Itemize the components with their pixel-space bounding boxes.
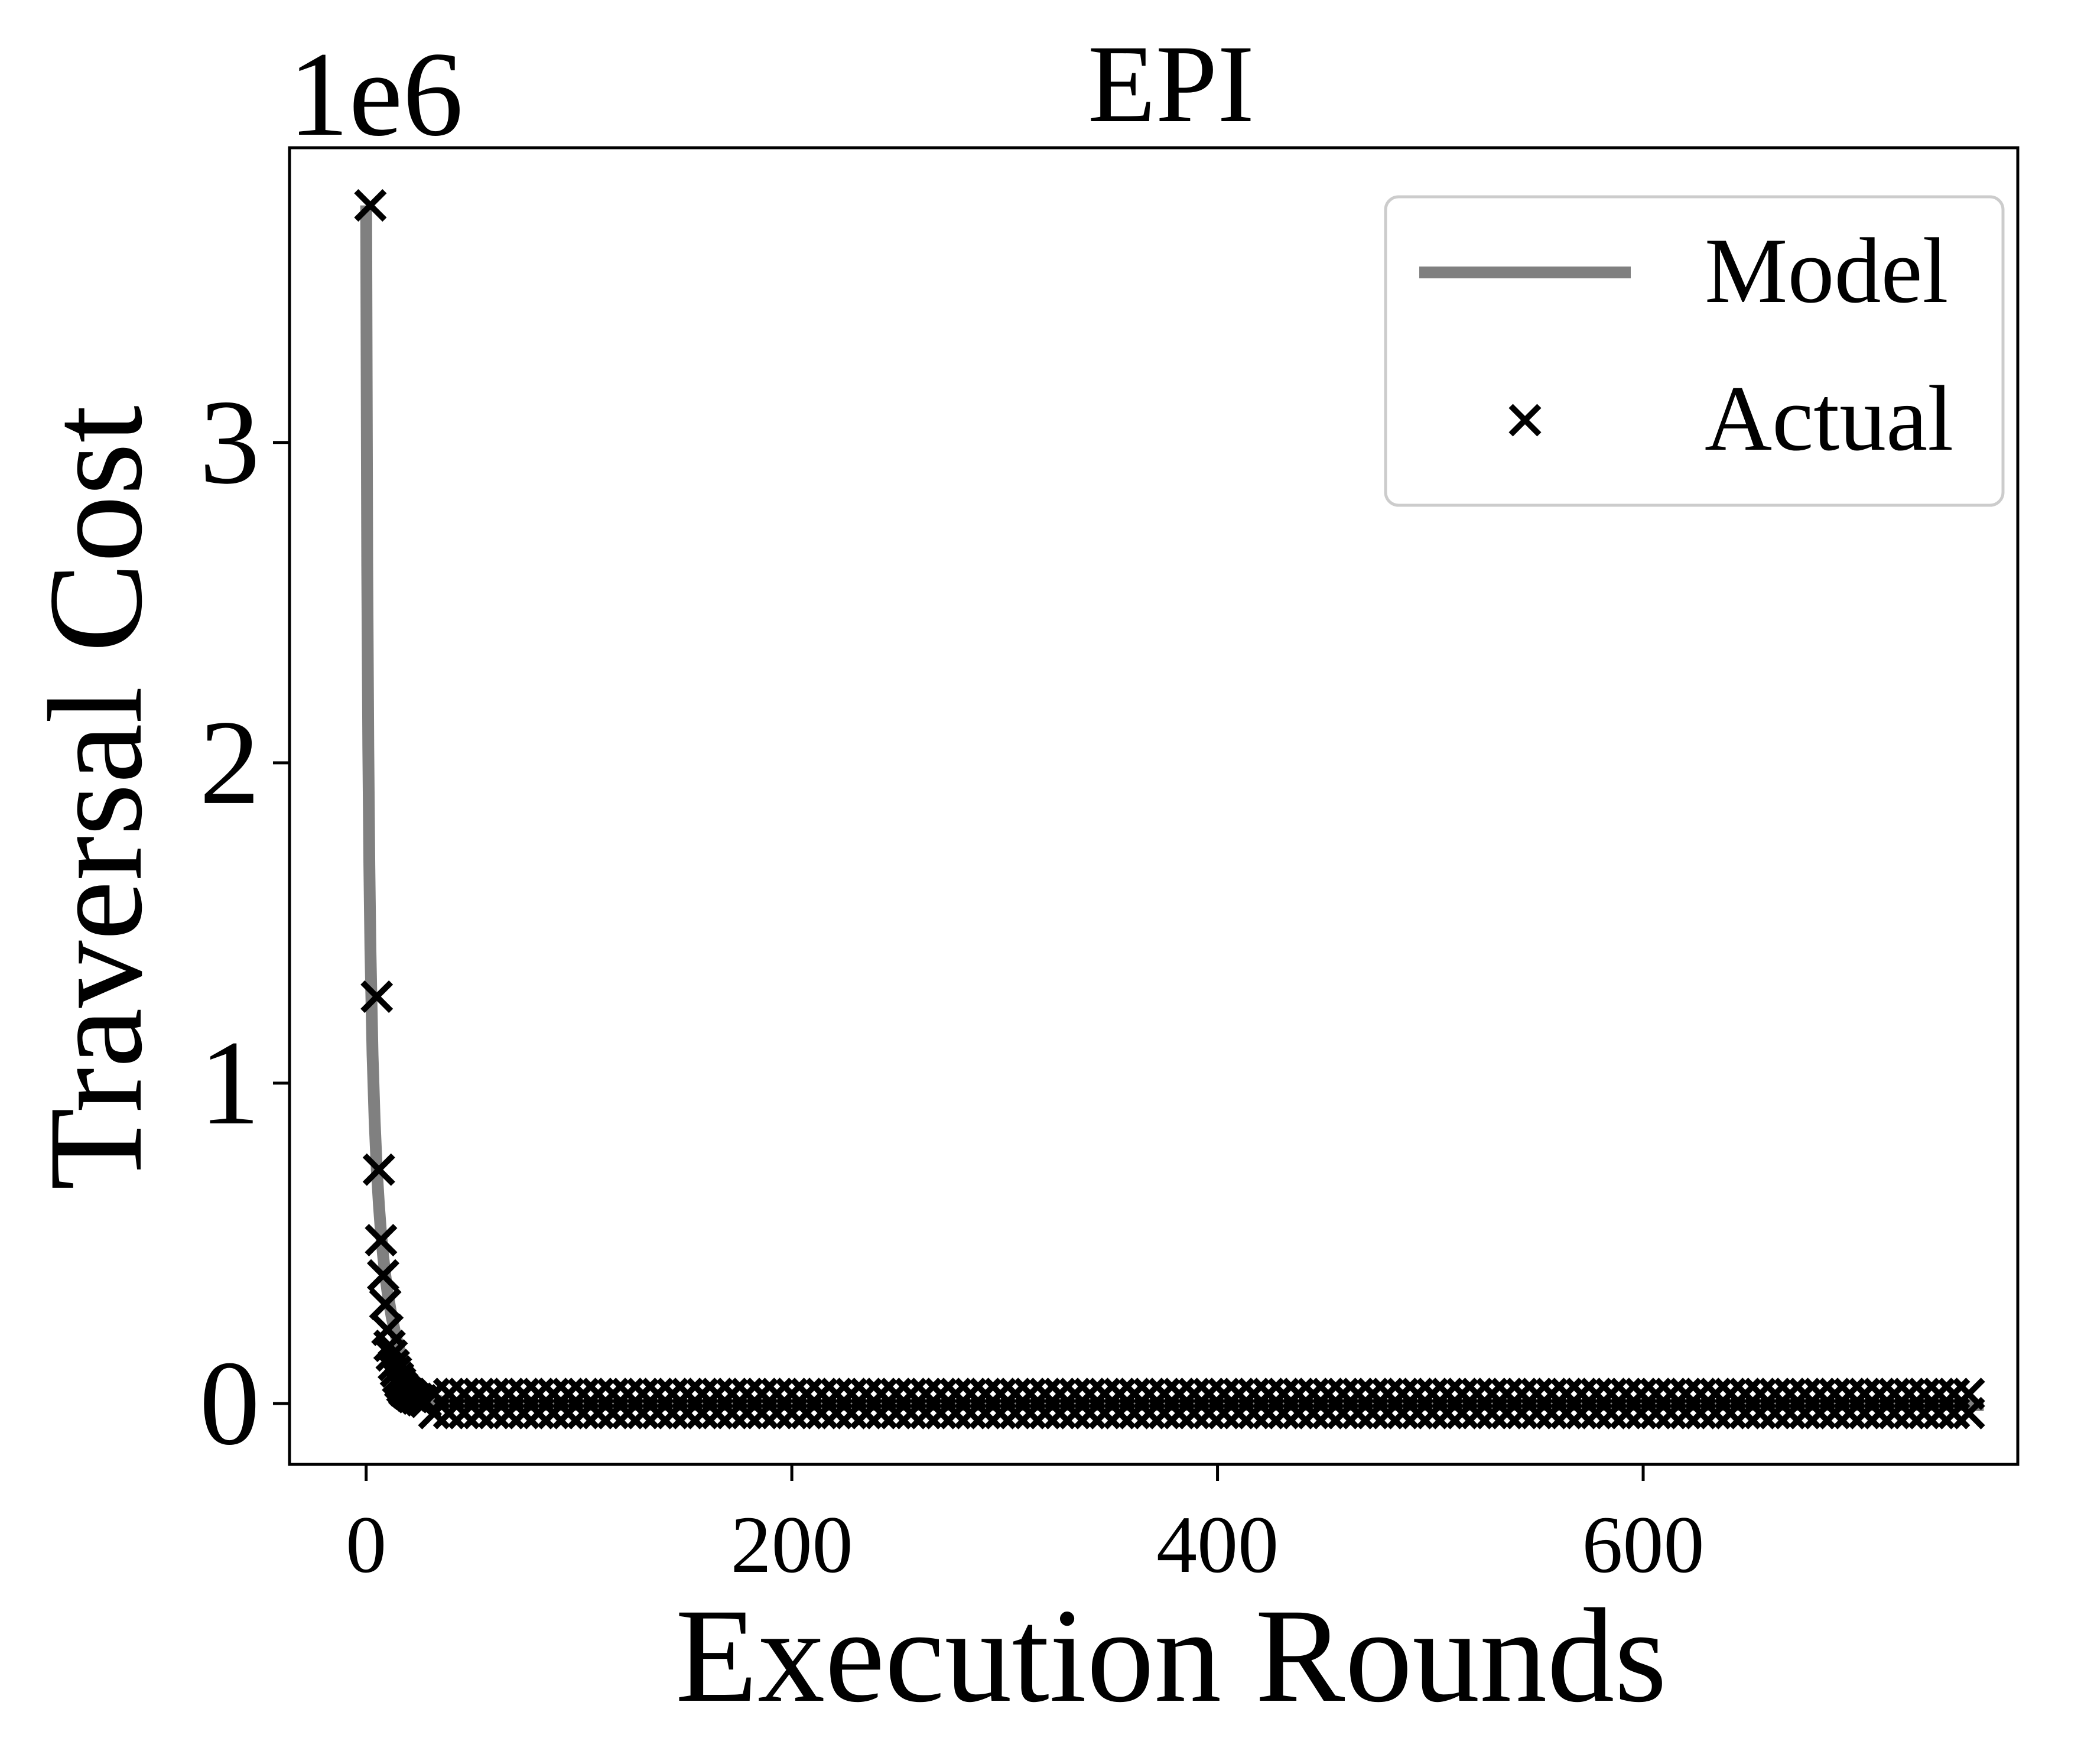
actual-point xyxy=(1952,1396,1985,1430)
x-tick-label: 200 xyxy=(731,1499,853,1590)
actual-marker-stroke-b xyxy=(366,1259,400,1292)
legend-actual-swatch xyxy=(1508,404,1542,437)
actual-marker-stroke-b xyxy=(1508,404,1542,437)
x-tick-label: 600 xyxy=(1582,1499,1705,1590)
actual-marker-stroke-b xyxy=(362,1153,395,1186)
actual-marker-stroke-b xyxy=(375,1339,408,1372)
legend: Model Actual xyxy=(1384,195,2005,507)
actual-marker-stroke-b xyxy=(365,1223,398,1257)
x-tick-label: 400 xyxy=(1156,1499,1279,1590)
y-tick-label: 1 xyxy=(200,1016,261,1150)
actual-marker-stroke-b xyxy=(354,189,387,222)
actual-marker-stroke-b xyxy=(371,1313,404,1346)
data-layer xyxy=(354,189,1985,1430)
actual-marker-stroke-b xyxy=(369,1288,402,1321)
x-axis-label: Execution Rounds xyxy=(675,1581,1667,1730)
actual-marker-stroke-b xyxy=(1952,1396,1985,1430)
actual-marker-stroke-b xyxy=(377,1349,411,1382)
x-tick-label: 0 xyxy=(346,1499,386,1590)
y-axis-label: Traversal Cost xyxy=(21,405,170,1190)
actual-point xyxy=(362,1153,395,1186)
actual-marker-stroke-b xyxy=(379,1355,412,1388)
plot-area: 0 200 400 600 0 1 2 3 xyxy=(200,146,2020,1590)
y-tick-label: 3 xyxy=(200,375,261,509)
actual-marker-stroke-b xyxy=(360,980,394,1013)
actual-point xyxy=(365,1223,398,1257)
legend-label: Actual xyxy=(1705,367,1953,470)
actual-point xyxy=(366,1259,400,1292)
actual-point xyxy=(369,1288,402,1321)
axes-frame xyxy=(288,146,2020,1466)
actual-point xyxy=(360,980,394,1013)
y-tick-label: 0 xyxy=(200,1336,261,1470)
y-tick-label: 2 xyxy=(200,696,261,830)
chart-title: EPI xyxy=(1088,22,1254,145)
actual-point xyxy=(354,189,387,222)
legend-label: Model xyxy=(1705,219,1949,323)
y-axis-offset-text: 1e6 xyxy=(288,27,463,161)
